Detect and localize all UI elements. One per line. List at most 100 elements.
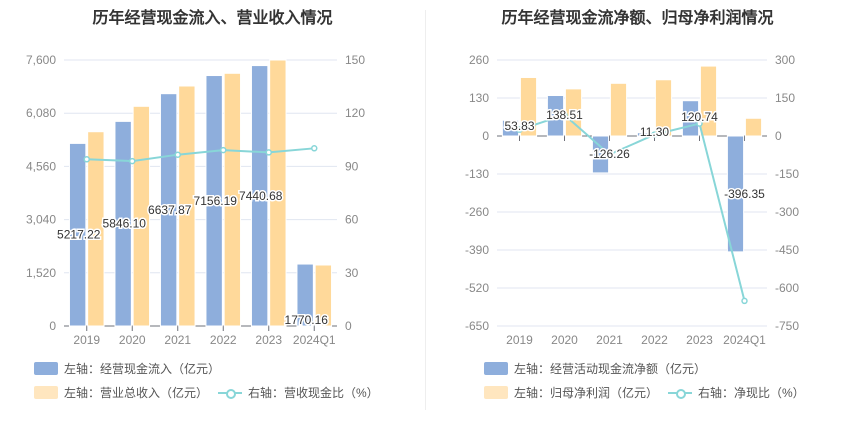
bar[interactable]: [269, 59, 287, 327]
bar[interactable]: [114, 120, 132, 327]
bar[interactable]: [609, 82, 628, 137]
data-label: 120.74: [681, 110, 718, 124]
legend-label: 右轴：净现比（%）: [698, 386, 805, 400]
left-axis-tick: 260: [469, 53, 489, 67]
data-label: 7156.19: [194, 194, 238, 208]
legend-label: 左轴：归母净利润（亿元）: [514, 386, 659, 400]
left-axis-tick: -260: [465, 205, 489, 219]
data-label: 11.30: [640, 125, 669, 139]
chart2-title: 历年经营现金流净额、归母净利润情况: [501, 10, 774, 27]
ratio-line: [519, 113, 746, 302]
left-axis-tick: 0: [482, 129, 489, 143]
bar[interactable]: [726, 135, 745, 253]
bar[interactable]: [519, 76, 538, 137]
left-axis-tick: 6,080: [26, 106, 56, 120]
legend-item-5[interactable]: 左轴：归母净利润（亿元）: [484, 384, 658, 401]
line-point[interactable]: [174, 151, 181, 158]
data-label: -396.35: [724, 187, 765, 201]
x-axis-label: 2021: [596, 333, 623, 347]
divider: [425, 10, 426, 410]
left-axis-tick: -650: [465, 319, 489, 333]
data-label: -126.26: [589, 147, 630, 161]
line-point[interactable]: [561, 111, 568, 119]
chart1-title: 历年经营现金流入、营业收入情况: [92, 10, 333, 27]
line-point[interactable]: [311, 145, 318, 152]
bar[interactable]: [87, 131, 105, 327]
x-axis-label: 2019: [73, 333, 100, 347]
data-label: 1770.16: [285, 313, 329, 327]
left-axis-tick: -520: [465, 281, 489, 295]
legend-swatch: [34, 362, 58, 375]
legend-item-2[interactable]: 左轴：营业总收入（亿元）: [34, 384, 208, 401]
x-axis-label: 2022: [641, 333, 668, 347]
bar[interactable]: [296, 263, 314, 327]
bar[interactable]: [159, 93, 178, 327]
legend-item-3[interactable]: 右轴：营收现金比（%）: [218, 384, 379, 401]
right-axis-tick: 150: [775, 91, 795, 105]
right-axis-tick: 0: [345, 319, 352, 333]
x-axis-label: 2022: [210, 333, 237, 347]
left-axis-tick: 0: [49, 319, 56, 333]
bar[interactable]: [654, 79, 673, 137]
x-axis-label: 2019: [506, 333, 533, 347]
left-axis-tick: -390: [465, 243, 489, 257]
right-axis-tick: -750: [775, 319, 799, 333]
line-point[interactable]: [651, 131, 658, 138]
line-point[interactable]: [129, 157, 136, 165]
legend-swatch: [484, 362, 508, 375]
legend-item-1[interactable]: 左轴：经营现金流入（亿元）: [34, 360, 220, 377]
legend-label: 左轴：经营活动现金流净额（亿元）: [514, 362, 707, 376]
line-point[interactable]: [516, 126, 523, 133]
bar[interactable]: [205, 75, 223, 327]
line-point[interactable]: [220, 146, 227, 154]
bar[interactable]: [699, 65, 718, 137]
x-axis-label: 2023: [255, 333, 282, 347]
legend-item-4[interactable]: 左轴：经营活动现金流净额（亿元）: [484, 360, 706, 377]
left-axis-tick: 3,040: [26, 213, 56, 227]
x-axis-label: 2020: [551, 333, 578, 347]
bar[interactable]: [223, 72, 242, 327]
x-axis-label: 2024Q1: [293, 333, 336, 347]
right-axis-tick: 120: [345, 106, 365, 120]
legend-line-icon: [218, 388, 242, 399]
bar[interactable]: [178, 85, 196, 327]
line-point[interactable]: [696, 120, 703, 127]
legend-line-icon: [668, 388, 692, 399]
line-point[interactable]: [741, 297, 748, 305]
line-point[interactable]: [83, 156, 90, 163]
right-axis-tick: -450: [775, 243, 799, 257]
left-axis-tick: 130: [469, 91, 489, 105]
right-axis-tick: 150: [345, 53, 365, 67]
right-axis-tick: 60: [345, 213, 359, 227]
left-axis-tick: 1,520: [26, 266, 56, 280]
left-axis-tick: 7,600: [26, 53, 56, 67]
data-label: 5217.22: [57, 228, 101, 242]
bar[interactable]: [314, 264, 333, 327]
bar[interactable]: [744, 117, 763, 137]
legend-label: 左轴：营业总收入（亿元）: [64, 386, 209, 400]
line-point[interactable]: [265, 149, 272, 156]
legend-item-6[interactable]: 右轴：净现比（%）: [668, 384, 805, 401]
bar[interactable]: [250, 65, 269, 327]
legend-label: 右轴：营收现金比（%）: [248, 386, 379, 400]
data-label: 6637.87: [148, 203, 192, 217]
data-label: 5846.10: [103, 217, 147, 231]
x-axis-label: 2024Q1: [723, 333, 766, 347]
data-label: 7440.68: [239, 189, 283, 203]
ratio-line: [86, 147, 315, 163]
line-point[interactable]: [606, 151, 613, 158]
legend-label: 左轴：经营现金流入（亿元）: [64, 362, 221, 376]
right-axis-tick: 90: [345, 159, 359, 173]
data-label: 53.83: [504, 119, 534, 133]
bar[interactable]: [68, 142, 87, 327]
right-axis-tick: 30: [345, 266, 359, 280]
legend-swatch: [484, 386, 508, 399]
right-axis-tick: -150: [775, 167, 799, 181]
right-axis-tick: 300: [775, 53, 795, 67]
x-axis-label: 2023: [686, 333, 713, 347]
right-axis-tick: -300: [775, 205, 799, 219]
right-axis-tick: -600: [775, 281, 799, 295]
data-label: 138.51: [546, 108, 583, 122]
right-axis-tick: 0: [775, 129, 782, 143]
